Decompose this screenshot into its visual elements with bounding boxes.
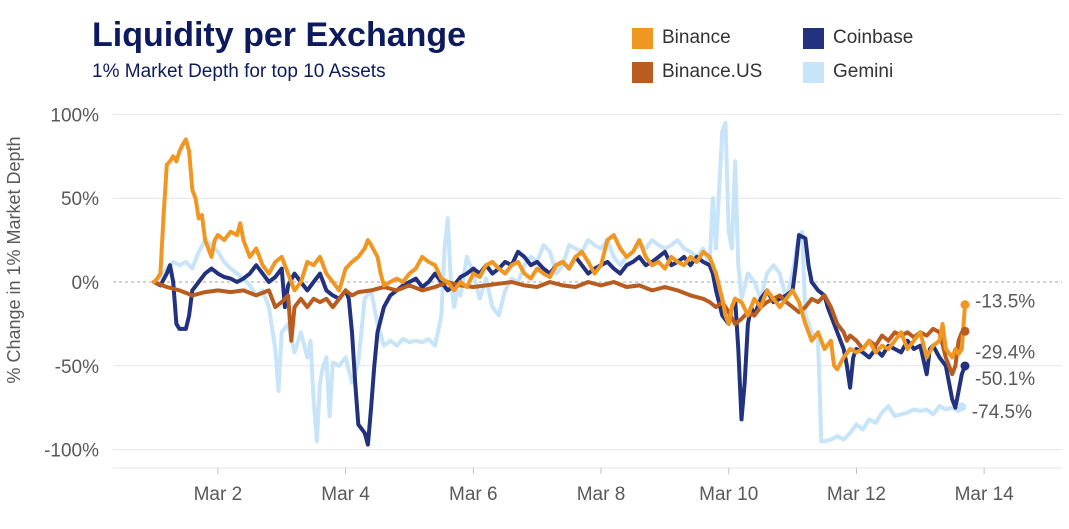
legend-item-binance[interactable]: Binance xyxy=(632,27,731,49)
legend-item-gemini[interactable]: Gemini xyxy=(803,61,893,83)
series-line-binance-us xyxy=(152,280,967,377)
legend-item-binance-us[interactable]: Binance.US xyxy=(632,61,762,83)
legend-label-gemini: Gemini xyxy=(833,61,894,82)
legend-swatch-binance xyxy=(632,27,653,49)
y-axis-title: % Change in 1% Market Depth xyxy=(4,136,24,383)
x-tick-label: Mar 6 xyxy=(449,484,498,505)
legend-swatch-coinbase xyxy=(803,27,824,49)
y-tick-label: 50% xyxy=(61,189,99,210)
series-line-binance xyxy=(152,137,967,372)
y-tick-label: 0% xyxy=(72,273,100,294)
y-axis: 100% 50% 0% -50% -100% xyxy=(44,105,99,461)
x-axis: Mar 2 Mar 4 Mar 6 Mar 8 Mar 10 Mar 12 Mar 14 xyxy=(194,468,1015,505)
series-lines xyxy=(152,120,967,447)
legend-swatch-gemini xyxy=(803,61,824,83)
series-line-gemini xyxy=(152,120,964,444)
legend-item-coinbase[interactable]: Coinbase xyxy=(803,27,913,49)
x-tick-label: Mar 4 xyxy=(321,484,370,505)
end-label-coinbase: -50.1% xyxy=(975,369,1035,390)
end-marker-coinbase xyxy=(960,361,970,371)
x-tick-label: Mar 10 xyxy=(699,484,758,505)
chart-subtitle: 1% Market Depth for top 10 Assets xyxy=(92,61,386,82)
end-marker-gemini xyxy=(957,402,967,412)
y-tick-label: -100% xyxy=(44,441,99,462)
legend-label-binance: Binance xyxy=(662,27,731,48)
x-tick-label: Mar 14 xyxy=(955,484,1015,505)
legend-swatch-binance-us xyxy=(632,61,653,83)
y-tick-label: -50% xyxy=(55,357,99,378)
chart-title: Liquidity per Exchange xyxy=(92,16,467,54)
x-tick-label: Mar 12 xyxy=(827,484,886,505)
end-marker-binance xyxy=(960,300,970,310)
x-tick-label: Mar 2 xyxy=(194,484,243,505)
x-tick-label: Mar 8 xyxy=(577,484,626,505)
legend-label-coinbase: Coinbase xyxy=(833,27,914,48)
y-tick-label: 100% xyxy=(50,105,99,126)
end-marker-binance-us xyxy=(960,326,970,336)
legend-label-binance-us: Binance.US xyxy=(662,61,763,82)
end-labels: -74.5% -50.1% -29.4% -13.5% xyxy=(957,292,1035,423)
series-line-coinbase xyxy=(152,233,967,447)
end-label-gemini: -74.5% xyxy=(972,402,1032,423)
end-label-binance: -13.5% xyxy=(975,292,1035,313)
end-label-binance-us: -29.4% xyxy=(975,342,1035,363)
